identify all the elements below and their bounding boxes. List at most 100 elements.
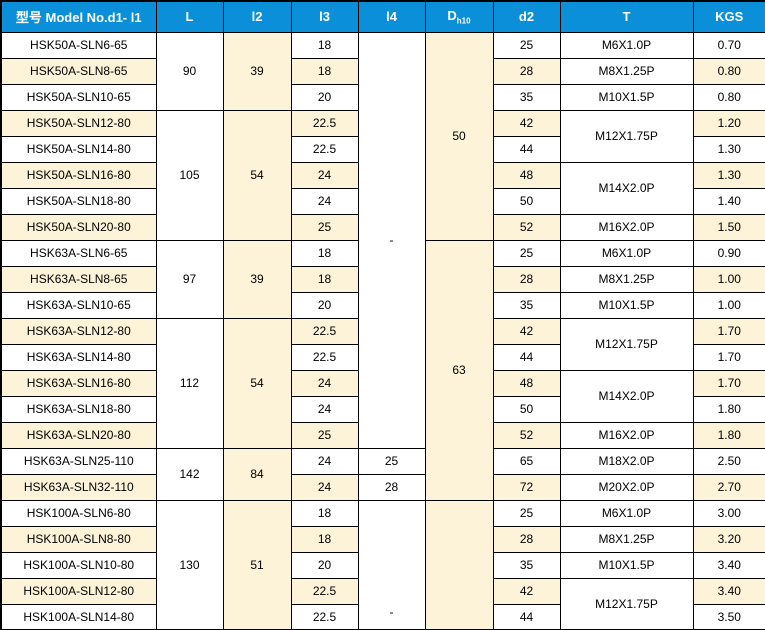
cell-l3: 18 bbox=[290, 57, 359, 85]
cell-l3: 18 bbox=[290, 499, 359, 527]
cell-l3: 24 bbox=[290, 395, 359, 423]
cell-l2: 51 bbox=[222, 499, 292, 630]
cell-t: M20X2.0P bbox=[559, 473, 694, 501]
col-header-D-label: D bbox=[447, 7, 457, 23]
cell-d2: 42 bbox=[492, 317, 561, 345]
cell-l3: 24 bbox=[290, 187, 359, 215]
cell-d2: 28 bbox=[492, 265, 561, 293]
cell-l3: 20 bbox=[290, 291, 359, 319]
cell-model: HSK50A-SLN8-65 bbox=[0, 57, 157, 85]
cell-t: M12X1.75P bbox=[559, 109, 694, 163]
cell-kgs: 3.40 bbox=[692, 577, 765, 605]
cell-l3: 18 bbox=[290, 31, 359, 59]
col-header-d2-label: d2 bbox=[518, 9, 535, 25]
cell-d2: 44 bbox=[492, 603, 561, 630]
col-header-l3: l3 bbox=[290, 0, 359, 33]
cell-t: M10X1.5P bbox=[559, 291, 694, 319]
cell-kgs: 3.50 bbox=[692, 603, 765, 630]
cell-kgs: 1.20 bbox=[692, 109, 765, 137]
table-row: HSK100A-SLN6-80 130 51 18- 25 M6X1.0P 3.00 bbox=[0, 499, 765, 630]
cell-d: 50 bbox=[424, 31, 494, 241]
col-header-l4-label: l4 bbox=[386, 9, 397, 25]
col-header-T: T bbox=[559, 0, 694, 33]
cell-d2: 35 bbox=[492, 551, 561, 579]
cell-l: 97 bbox=[155, 239, 224, 319]
cell-d2: 72 bbox=[492, 473, 561, 501]
table-row: HSK50A-SLN10-65 20 35 M10X1.5P 0.80 bbox=[0, 83, 765, 111]
table-row: HSK50A-SLN6-65 90 39 18-50 25 M6X1.0P 0.70 bbox=[0, 31, 765, 449]
table-row: HSK100A-SLN8-80 18 28 M8X1.25P 3.20 bbox=[0, 525, 765, 553]
cell-kgs: 2.50 bbox=[692, 447, 765, 475]
cell-d2: 28 bbox=[492, 57, 561, 85]
cell-model: HSK100A-SLN10-80 bbox=[0, 551, 157, 579]
table-row: HSK100A-SLN12-80 22.5 42 M12X1.75P 3.40 bbox=[0, 577, 765, 630]
cell-d bbox=[424, 499, 494, 630]
cell-t: M14X2.0P bbox=[559, 369, 694, 423]
cell-d2: 25 bbox=[492, 499, 561, 527]
cell-l4: - bbox=[357, 31, 426, 449]
cell-t: M14X2.0P bbox=[559, 161, 694, 215]
col-header-model-label: 型号 Model No.d1- l1 bbox=[15, 10, 142, 26]
cell-model: HSK100A-SLN14-80 bbox=[0, 603, 157, 630]
col-header-model: 型号 Model No.d1- l1 bbox=[0, 0, 157, 33]
header-row: 型号 Model No.d1- l1 L l2 l3 l4 Dh10 d2 T … bbox=[0, 0, 765, 33]
cell-l3: 20 bbox=[290, 83, 359, 111]
cell-t: M12X1.75P bbox=[559, 577, 694, 630]
cell-d2: 35 bbox=[492, 291, 561, 319]
cell-t: M6X1.0P bbox=[559, 239, 694, 267]
table-row: HSK100A-SLN10-80 20 35 M10X1.5P 3.40 bbox=[0, 551, 765, 579]
cell-t: M8X1.25P bbox=[559, 525, 694, 553]
cell-l3: 22.5 bbox=[290, 603, 359, 630]
cell-model: HSK63A-SLN10-65 bbox=[0, 291, 157, 319]
cell-t: M18X2.0P bbox=[559, 447, 694, 475]
cell-kgs: 0.70 bbox=[692, 31, 765, 59]
cell-model: HSK63A-SLN12-80 bbox=[0, 317, 157, 345]
cell-model: HSK50A-SLN6-65 bbox=[0, 31, 157, 59]
cell-model: HSK63A-SLN8-65 bbox=[0, 265, 157, 293]
cell-l4: 28 bbox=[357, 473, 426, 501]
cell-kgs: 1.00 bbox=[692, 265, 765, 293]
cell-kgs: 1.30 bbox=[692, 135, 765, 163]
cell-l3: 18 bbox=[290, 265, 359, 293]
cell-l: 112 bbox=[155, 317, 224, 449]
cell-model: HSK63A-SLN14-80 bbox=[0, 343, 157, 371]
cell-model: HSK50A-SLN14-80 bbox=[0, 135, 157, 163]
col-header-T-label: T bbox=[622, 9, 631, 25]
cell-model: HSK100A-SLN8-80 bbox=[0, 525, 157, 553]
cell-l2: 54 bbox=[222, 317, 292, 449]
table-row: HSK63A-SLN32-110 24 28 72 M20X2.0P 2.70 bbox=[0, 473, 765, 501]
cell-kgs: 1.50 bbox=[692, 213, 765, 241]
col-header-D-h10: Dh10 bbox=[424, 0, 494, 33]
cell-kgs: 1.70 bbox=[692, 369, 765, 397]
cell-l2: 39 bbox=[222, 239, 292, 319]
cell-l3: 22.5 bbox=[290, 343, 359, 371]
table-row: HSK50A-SLN20-80 25 52 M16X2.0P 1.50 bbox=[0, 213, 765, 241]
cell-t: M16X2.0P bbox=[559, 421, 694, 449]
cell-kgs: 1.30 bbox=[692, 161, 765, 189]
cell-d2: 48 bbox=[492, 161, 561, 189]
cell-d2: 42 bbox=[492, 577, 561, 605]
table-row: HSK63A-SLN18-80 24 50 1.80 bbox=[0, 395, 765, 423]
col-header-D-subscript: h10 bbox=[456, 16, 471, 26]
cell-l3: 24 bbox=[290, 473, 359, 501]
cell-l3: 18 bbox=[290, 239, 359, 267]
cell-t: M12X1.75P bbox=[559, 317, 694, 371]
cell-l3: 20 bbox=[290, 551, 359, 579]
cell-model: HSK50A-SLN16-80 bbox=[0, 161, 157, 189]
cell-d: 63 bbox=[424, 239, 494, 501]
table-row: HSK63A-SLN20-80 25 52 M16X2.0P 1.80 bbox=[0, 421, 765, 449]
col-header-KGS: KGS bbox=[692, 0, 765, 33]
col-header-l3-label: l3 bbox=[319, 9, 330, 25]
cell-model: HSK50A-SLN20-80 bbox=[0, 213, 157, 241]
table-row: HSK63A-SLN16-80 24 48 M14X2.0P 1.70 bbox=[0, 369, 765, 423]
cell-d2: 42 bbox=[492, 109, 561, 137]
cell-l2: 84 bbox=[222, 447, 292, 501]
cell-l3: 22.5 bbox=[290, 135, 359, 163]
cell-l3: 25 bbox=[290, 421, 359, 449]
table-row: HSK63A-SLN8-65 18 28 M8X1.25P 1.00 bbox=[0, 265, 765, 293]
cell-d2: 52 bbox=[492, 213, 561, 241]
table-row: HSK50A-SLN16-80 24 48 M14X2.0P 1.30 bbox=[0, 161, 765, 215]
cell-model: HSK63A-SLN32-110 bbox=[0, 473, 157, 501]
cell-t: M16X2.0P bbox=[559, 213, 694, 241]
